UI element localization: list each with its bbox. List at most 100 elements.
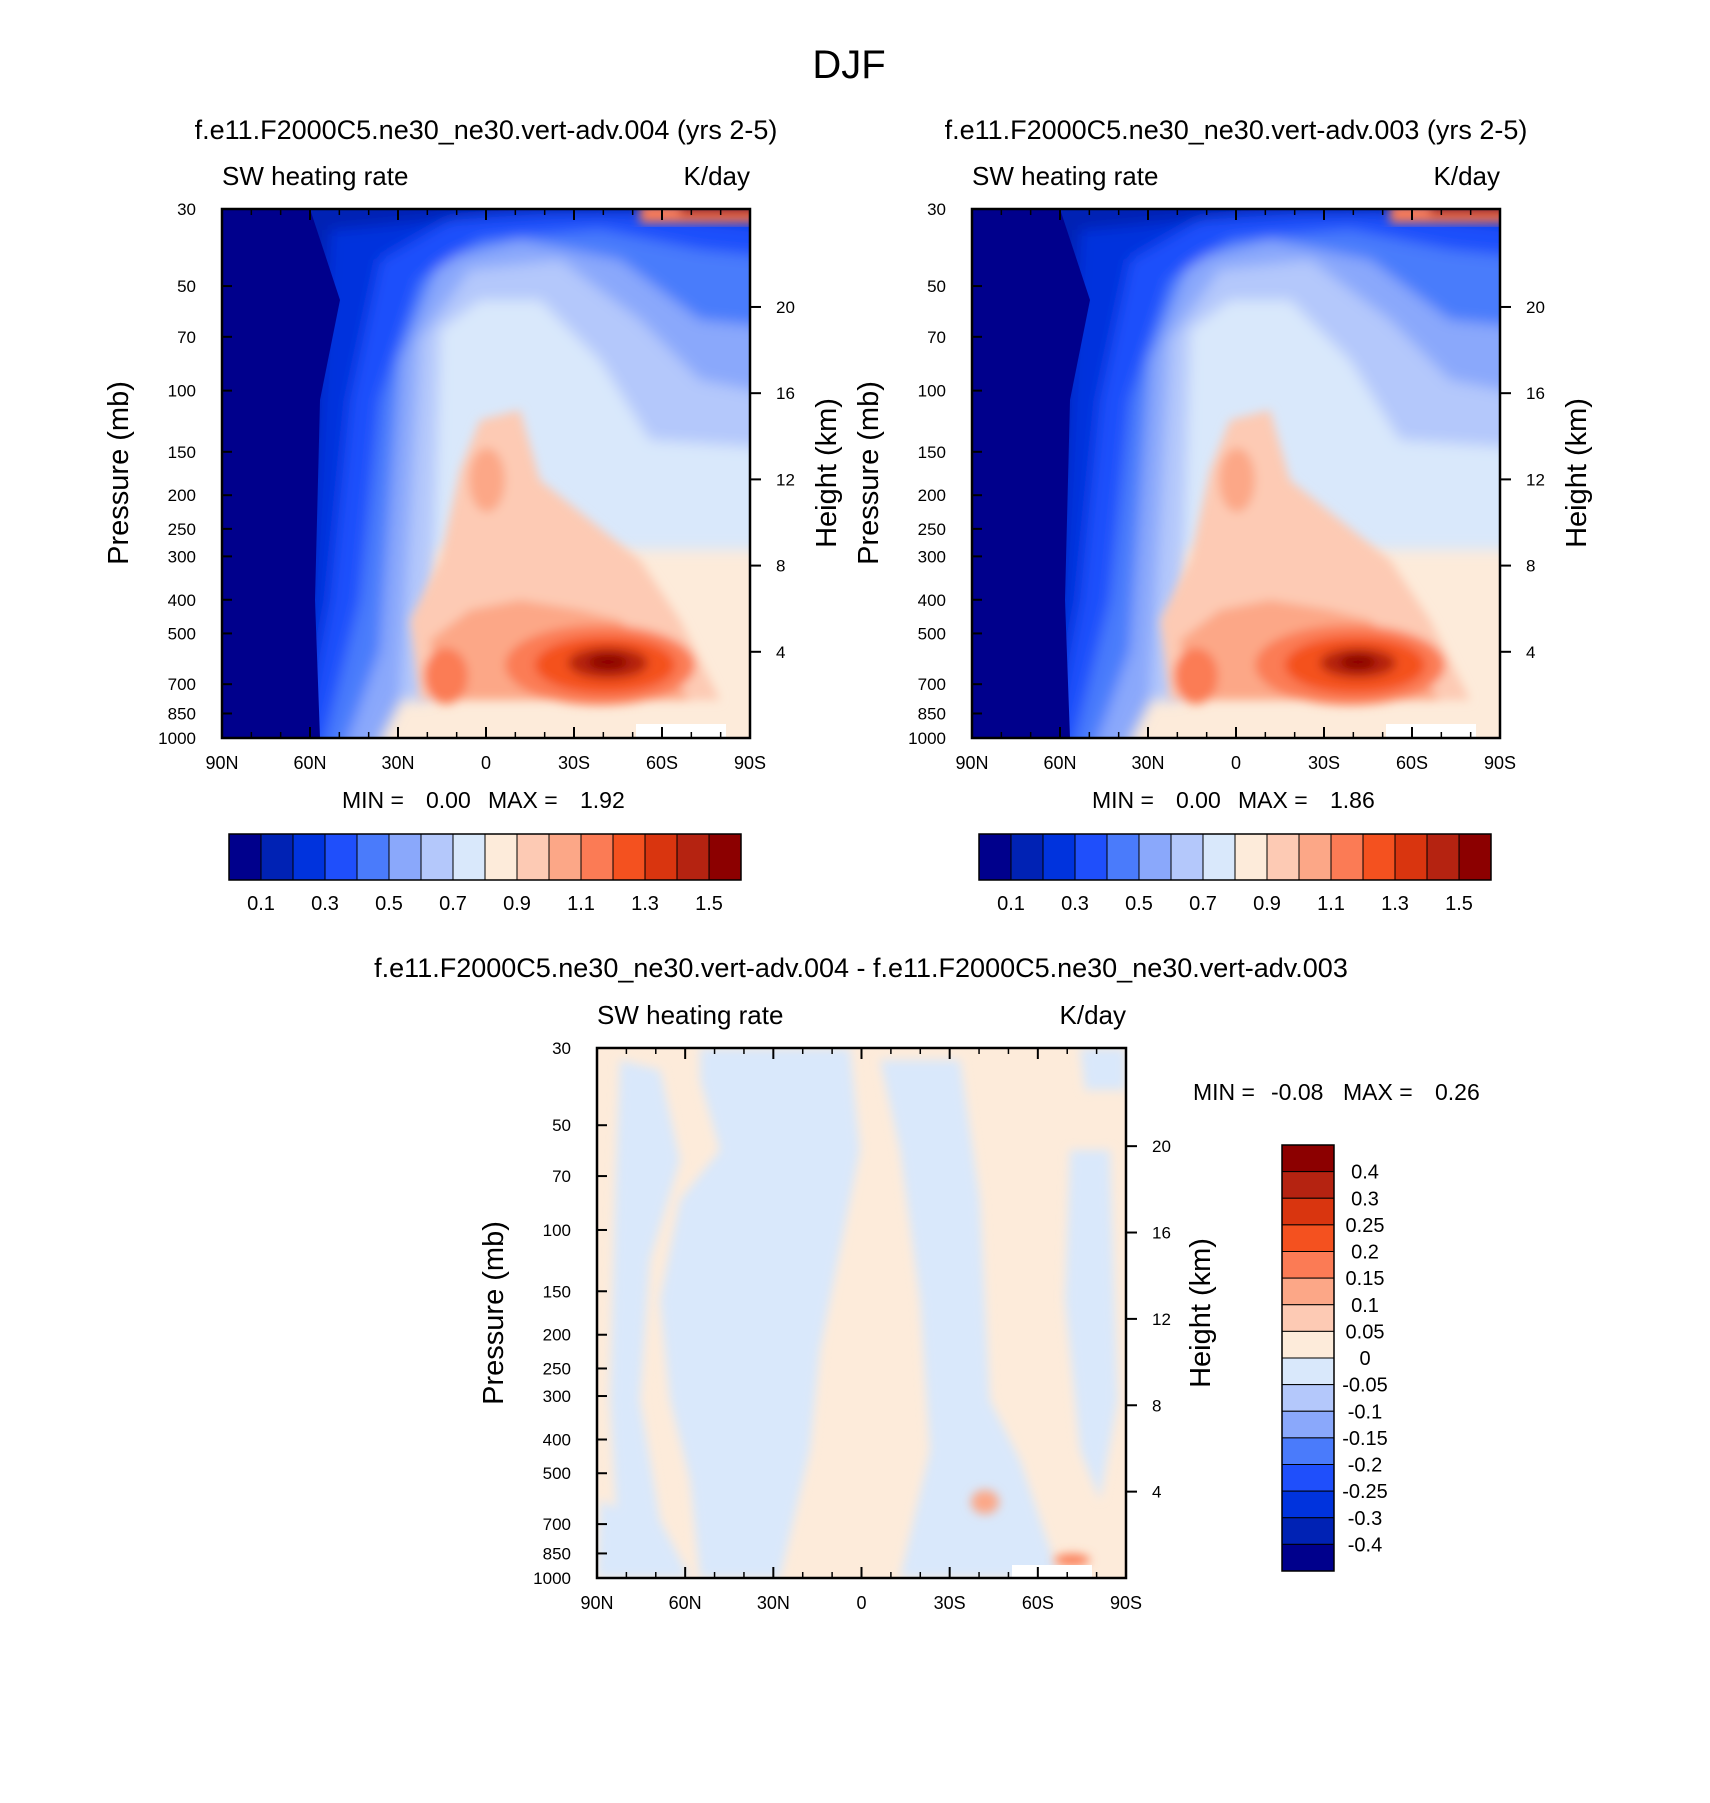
x-tick-label: 60N bbox=[1043, 753, 1076, 773]
y-right-tick-label: 20 bbox=[1526, 298, 1545, 317]
diff-pos-spot-2 bbox=[1054, 1554, 1090, 1566]
x-tick-label: 60N bbox=[669, 1593, 702, 1613]
y-tick-label: 700 bbox=[543, 1515, 571, 1534]
x-tick-label: 90S bbox=[1110, 1593, 1142, 1613]
diff-neg-band-5 bbox=[1080, 1048, 1126, 1090]
field-band-navy bbox=[972, 209, 1090, 738]
y-right-tick-label: 8 bbox=[776, 557, 785, 576]
colorbar-swatch bbox=[1281, 1197, 1335, 1226]
colorbar-swatch bbox=[1010, 833, 1044, 881]
panel-a: f.e11.F2000C5.ne30_ne30.vert-adv.004 (yr… bbox=[103, 115, 843, 915]
colorbar-label: 1.3 bbox=[631, 893, 659, 915]
field-warm-6 bbox=[588, 654, 628, 670]
panel-a-min-value: 0.00 bbox=[426, 787, 471, 813]
diff-neg-band-3 bbox=[880, 1060, 1060, 1578]
colorbar-label: 0.4 bbox=[1351, 1162, 1379, 1184]
panel-b-title: f.e11.F2000C5.ne30_ne30.vert-adv.003 (yr… bbox=[945, 115, 1528, 145]
colorbar-swatch bbox=[1281, 1304, 1335, 1332]
panel-b-max-label: MAX = bbox=[1238, 787, 1308, 813]
x-tick-label: 90S bbox=[1484, 753, 1516, 773]
colorbar-swatch bbox=[1281, 1330, 1335, 1359]
colorbar-frame bbox=[228, 833, 742, 881]
y-right-tick-label: 12 bbox=[1152, 1310, 1171, 1329]
colorbar-label: 1.1 bbox=[567, 893, 595, 915]
colorbar-label: -0.05 bbox=[1342, 1375, 1388, 1397]
colorbar-swatch bbox=[1281, 1357, 1335, 1386]
x-tick-label: 60N bbox=[293, 753, 326, 773]
y-tick-label: 400 bbox=[918, 591, 946, 610]
y-tick-label: 250 bbox=[918, 520, 946, 539]
colorbar-label: 0.1 bbox=[997, 893, 1025, 915]
panel-c-axes: 90N 60N 30N 0 30S 60S 90S 30 50 70 100 150 200 250 300… bbox=[533, 1039, 1171, 1613]
y-tick-label: 300 bbox=[918, 547, 946, 566]
panel-c-max-value: 0.26 bbox=[1435, 1079, 1480, 1105]
y-tick-label: 200 bbox=[918, 486, 946, 505]
panel-c-max-label: MAX = bbox=[1343, 1079, 1413, 1105]
colorbar-label: 0.15 bbox=[1346, 1268, 1385, 1290]
panel-b-colorbar: 0.1 0.3 0.5 0.7 0.9 1.1 1.3 1.5 bbox=[978, 833, 1492, 915]
colorbar-label: 0.9 bbox=[1253, 893, 1281, 915]
y-tick-label: 300 bbox=[543, 1387, 571, 1406]
diff-neg-band-2 bbox=[660, 1048, 860, 1578]
y-tick-label: 100 bbox=[543, 1221, 571, 1240]
colorbar-label: 0.7 bbox=[439, 893, 467, 915]
x-tick-label: 90N bbox=[205, 753, 238, 773]
colorbar-label: 0.3 bbox=[1061, 893, 1089, 915]
colorbar-swatch bbox=[1281, 1171, 1335, 1199]
x-tick-label: 30S bbox=[558, 753, 590, 773]
colorbar-swatch bbox=[1281, 1384, 1335, 1412]
x-tick-label: 90N bbox=[580, 1593, 613, 1613]
panel-c-right-string: K/day bbox=[1060, 1000, 1127, 1030]
colorbar-swatch bbox=[1266, 833, 1300, 881]
x-tick-label: 0 bbox=[481, 753, 491, 773]
diff-neg-band-4 bbox=[1065, 1150, 1118, 1500]
colorbar-swatch bbox=[1202, 833, 1236, 881]
diff-neg-band-1 bbox=[610, 1060, 690, 1578]
panel-c-field bbox=[597, 1048, 1126, 1578]
field-missing-patch bbox=[636, 724, 726, 738]
colorbar-swatch bbox=[1281, 1144, 1335, 1173]
colorbar-swatch bbox=[484, 833, 518, 881]
panel-c-min-label: MIN = bbox=[1193, 1079, 1255, 1105]
field-missing-patch bbox=[1386, 724, 1476, 738]
colorbar-label: -0.1 bbox=[1348, 1401, 1382, 1423]
y-tick-label: 500 bbox=[918, 624, 946, 643]
x-tick-label: 90N bbox=[955, 753, 988, 773]
field-warm-7 bbox=[1174, 648, 1218, 704]
colorbar-swatch bbox=[1042, 833, 1076, 881]
panel-b-ylabel: Pressure (mb) bbox=[853, 381, 885, 565]
panel-c-ylabel: Pressure (mb) bbox=[478, 1221, 510, 1405]
y-tick-label: 150 bbox=[543, 1282, 571, 1301]
x-tick-label: 30N bbox=[381, 753, 414, 773]
colorbar-swatch bbox=[580, 833, 614, 881]
colorbar-swatch bbox=[1362, 833, 1396, 881]
colorbar-swatch bbox=[1281, 1490, 1335, 1519]
field-band-navy bbox=[222, 209, 340, 738]
panel-a-title: f.e11.F2000C5.ne30_ne30.vert-adv.004 (yr… bbox=[195, 115, 778, 145]
y-tick-label: 300 bbox=[168, 547, 196, 566]
colorbar-label: -0.15 bbox=[1342, 1428, 1388, 1450]
colorbar-swatch bbox=[1234, 833, 1268, 881]
colorbar-swatch bbox=[1281, 1410, 1335, 1439]
y-right-tick-label: 4 bbox=[776, 643, 785, 662]
colorbar-swatch bbox=[260, 833, 294, 881]
colorbar-swatch bbox=[292, 833, 326, 881]
colorbar-swatch bbox=[612, 833, 646, 881]
y-tick-label: 150 bbox=[918, 443, 946, 462]
colorbar-frame bbox=[978, 833, 1492, 881]
y-right-tick-label: 20 bbox=[1152, 1137, 1171, 1156]
y-right-tick-label: 16 bbox=[1526, 384, 1545, 403]
field-band-cold-0 bbox=[972, 209, 1500, 738]
field-warm-8 bbox=[1219, 448, 1255, 512]
y-tick-label: 500 bbox=[543, 1464, 571, 1483]
panel-b: f.e11.F2000C5.ne30_ne30.vert-adv.003 (yr… bbox=[853, 115, 1593, 915]
colorbar-swatch bbox=[356, 833, 390, 881]
colorbar-label: 0.3 bbox=[1351, 1188, 1379, 1210]
x-tick-label: 30S bbox=[1308, 753, 1340, 773]
colorbar-label: 0.3 bbox=[311, 893, 339, 915]
y-tick-label: 30 bbox=[552, 1039, 571, 1058]
colorbar-label: 0.2 bbox=[1351, 1242, 1379, 1264]
colorbar-swatch bbox=[708, 833, 742, 881]
colorbar-label: 0.05 bbox=[1346, 1321, 1385, 1343]
panel-b-ylabel-right: Height (km) bbox=[1561, 398, 1593, 548]
